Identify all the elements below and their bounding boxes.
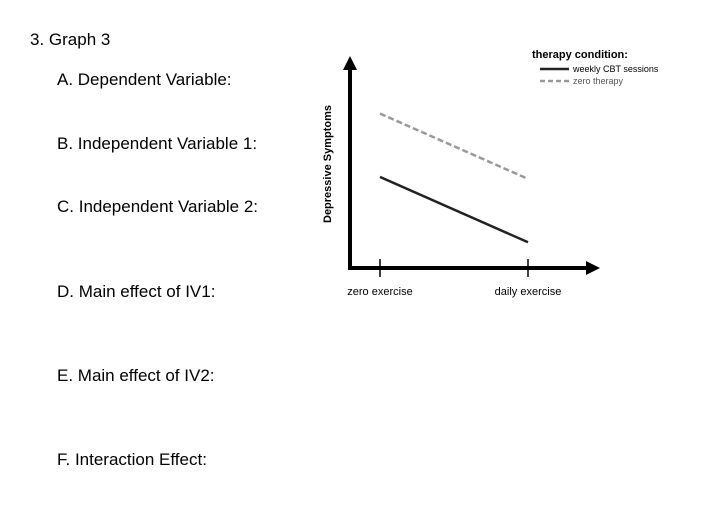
y-axis-label: Depressive Symptoms [322, 105, 334, 223]
question-item-independent-variable-1: B. Independent Variable 1: [57, 134, 258, 153]
question-item-main-effect-iv1: D. Main effect of IV1: [57, 282, 216, 301]
line-chart: zero exercise daily exercise Depressive … [322, 49, 659, 298]
question-item-main-effect-iv2: E. Main effect of IV2: [57, 366, 215, 385]
x-axis-arrow-icon [586, 261, 600, 275]
question-item-independent-variable-2: C. Independent Variable 2: [57, 197, 258, 216]
series-line-weekly-cbt [379, 175, 529, 244]
question-item-dependent-variable: A. Dependent Variable: [57, 70, 232, 89]
x-tick-label-zero-exercise: zero exercise [347, 286, 412, 298]
legend-title: therapy condition: [532, 49, 628, 61]
question-title: 3. Graph 3 [30, 30, 111, 49]
legend-label-weekly-cbt: weekly CBT sessions [572, 64, 659, 74]
y-axis-arrow-icon [343, 56, 357, 70]
series-line-zero-therapy [379, 112, 529, 181]
question-item-interaction-effect: F. Interaction Effect: [57, 450, 207, 469]
x-tick-label-daily-exercise: daily exercise [495, 286, 562, 298]
legend-label-zero-therapy: zero therapy [573, 76, 624, 86]
